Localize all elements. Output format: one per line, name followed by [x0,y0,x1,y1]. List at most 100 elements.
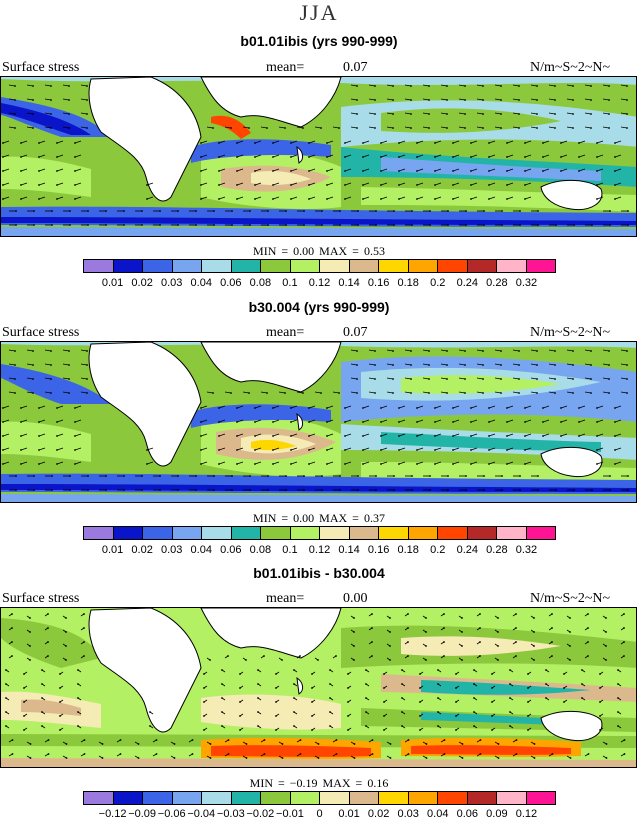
stress-vector-head [239,715,241,717]
stress-vector [494,363,502,366]
stress-vector-head [267,475,269,477]
stress-vector [440,112,448,115]
stress-vector [218,433,226,437]
stress-vector [44,377,52,380]
stress-vector [440,126,448,129]
stress-vector-head [311,715,313,717]
stress-vector-head [86,378,88,380]
stress-vector [398,168,406,172]
stress-vector-head [362,463,364,465]
stress-vector [452,140,460,144]
stress-vector-head [437,725,439,727]
stress-vector-head [218,198,220,200]
stress-vector-head [5,725,7,727]
stress-vector-head [326,449,328,451]
stress-vector-head [479,753,482,755]
stress-vector-head [86,85,88,87]
stress-vector [38,168,46,172]
stress-vector [512,391,520,394]
stress-vector [308,433,316,437]
stress-vector-head [326,142,328,144]
stress-vector-head [356,85,358,87]
stress-vector [548,112,556,115]
stress-vector [62,377,70,380]
stress-vector [290,447,298,451]
stress-vector-head [380,198,382,200]
stress-vector-head [569,631,571,633]
stress-vector-head [614,184,616,186]
stress-vector-head [213,210,215,212]
stress-vector-head [326,435,328,437]
stress-vector-head [11,739,14,741]
stress-vector [584,84,592,87]
stress-vector [398,405,406,409]
stress-vector-head [527,687,529,689]
stress-vector [584,391,592,394]
stress-vector [506,182,514,186]
stress-vector-head [609,475,611,477]
stress-vector-head [500,364,502,366]
stress-vector-head [254,142,256,144]
stress-vector [218,168,226,172]
stress-vector-head [536,392,538,394]
stress-vector [200,419,208,423]
stress-vector [254,168,262,172]
stress-vector [200,168,208,172]
stress-vector-head [608,364,610,366]
stress-vector-head [551,613,553,615]
stress-vector-head [605,757,608,759]
stress-vector [542,154,550,158]
stress-vector-head [69,210,71,212]
stress-vector-head [419,673,421,675]
stress-vector-head [20,198,22,200]
stress-vector [56,182,64,186]
stress-vector-head [41,725,43,727]
stress-vector [350,112,358,115]
stress-vector [290,182,298,186]
stress-vector-head [464,364,466,366]
stress-vector [350,98,358,101]
stress-vector-head [266,127,268,129]
stress-vector [380,433,388,437]
colorbar-tick-label: 0.18 [397,277,419,289]
stress-vector-head [344,435,346,437]
stress-vector-head [425,645,427,647]
stress-vector [452,433,460,437]
stress-vector-head [591,224,593,226]
stress-vector [218,447,226,451]
stress-vector [314,391,322,394]
stress-vector [260,126,268,129]
stress-vector [548,98,556,101]
stress-vector-head [497,757,500,759]
stress-vector-head [239,701,241,703]
stress-vector-head [501,475,503,477]
stress-vector [416,154,424,158]
stress-vector-head [393,224,395,226]
stress-vector [416,168,424,172]
stress-vector-head [303,224,305,226]
stress-vector-head [254,421,256,423]
stress-vector [584,377,592,380]
stress-vector-head [501,210,503,212]
stress-vector-head [87,475,89,477]
colorbar-swatch [290,260,320,272]
stress-vector-head [443,739,446,741]
colorbar-tick-label: 0.01 [101,544,124,556]
stress-vector-head [416,156,418,158]
stress-vector [290,140,298,144]
stress-vector-head [374,113,376,115]
stress-vector [386,377,394,380]
stress-vector-head [50,85,52,87]
colorbar-tick-label: 0.32 [515,544,538,556]
stress-vector-head [56,421,58,423]
stress-vector-head [410,350,412,352]
stress-vector [512,349,520,352]
stress-vector-head [47,641,49,643]
stress-vector [56,196,64,200]
stress-vector [542,405,550,409]
stress-vector-head [375,489,377,491]
stress-vector-head [605,645,607,647]
stress-vector [362,447,370,451]
stress-vector-head [236,170,238,172]
stress-vector [470,168,478,172]
